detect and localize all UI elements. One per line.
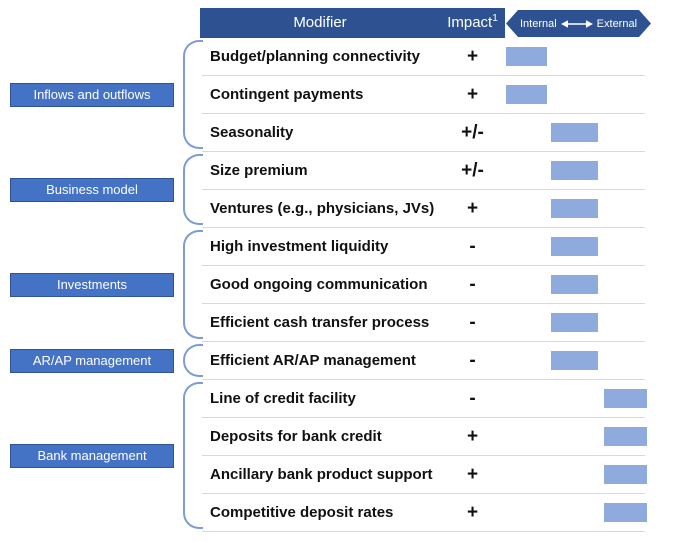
group-brace-icon [183,154,203,225]
impact-value: - [469,350,476,371]
modifier-label: Efficient AR/AP management [210,352,416,369]
table-row: Ancillary bank product support + [200,456,697,494]
modifier-label: Seasonality [210,124,294,141]
impact-value: - [469,312,476,333]
category-label: Investments [10,273,174,297]
table-row: Good ongoing communication - [200,266,697,304]
impact-value: + [466,502,479,523]
category-group: AR/AP management [0,342,203,380]
category-label: Inflows and outflows [10,83,174,107]
table-row: Contingent payments + [200,76,697,114]
modifier-label: Contingent payments [210,86,364,103]
modifier-label: Budget/planning connectivity [210,48,421,65]
modifier-label: Deposits for bank credit [210,428,382,445]
group-brace-icon [183,40,203,149]
table-row: Deposits for bank credit + [200,418,697,456]
scale-internal-label: Internal [519,17,557,30]
group-brace-icon [183,230,203,339]
impact-value: + [466,46,479,67]
impact-value: + [466,464,479,485]
position-bar [551,313,598,332]
table-header: Modifier Impact1 [200,8,505,38]
category-column: Inflows and outflows Business model Inve… [0,38,203,532]
impact-value: +/- [461,122,484,143]
table-row: Line of credit facility - [200,380,697,418]
modifier-label: Size premium [210,162,308,179]
impact-value: + [466,198,479,219]
modifier-label: Ventures (e.g., physicians, JVs) [210,200,435,217]
category-group: Inflows and outflows [0,38,203,152]
category-group: Bank management [0,380,203,532]
table-row: Efficient cash transfer process - [200,304,697,342]
table-row: Seasonality +/- [200,114,697,152]
position-bar [551,123,598,142]
table-row: Efficient AR/AP management - [200,342,697,380]
category-label: Bank management [10,444,174,468]
table-row: Size premium +/- [200,152,697,190]
impact-header-label: Impact [447,14,493,31]
position-bar [551,351,598,370]
impact-column-header: Impact1 [440,8,505,38]
position-bar [551,161,598,180]
position-bar [551,275,598,294]
position-bar [604,503,647,522]
modifier-label: High investment liquidity [210,238,389,255]
modifier-label: Good ongoing communication [210,276,428,293]
impact-footnote-marker: 1 [492,13,498,24]
position-bar [506,85,547,104]
position-bar [551,199,598,218]
category-label: Business model [10,178,174,202]
group-brace-icon [183,382,203,529]
impact-value: +/- [461,160,484,181]
modifier-table-body: Budget/planning connectivity + Contingen… [200,38,697,532]
modifier-label: Ancillary bank product support [210,466,433,483]
position-bar [604,427,647,446]
category-group: Investments [0,228,203,342]
group-brace-icon [183,344,203,377]
position-bar [604,465,647,484]
impact-value: - [469,388,476,409]
modifier-label: Efficient cash transfer process [210,314,430,331]
scale-external-label: External [596,17,638,30]
impact-value: - [469,274,476,295]
double-arrow-icon [561,19,593,29]
modifier-column-header: Modifier [293,14,347,31]
impact-value: + [466,84,479,105]
position-bar [506,47,547,66]
internal-external-scale-header: Internal External [506,10,651,37]
table-row: High investment liquidity - [200,228,697,266]
table-row: Competitive deposit rates + [200,494,697,532]
position-bar [551,237,598,256]
category-label: AR/AP management [10,349,174,373]
position-bar [604,389,647,408]
impact-value: - [469,236,476,257]
table-row: Ventures (e.g., physicians, JVs) + [200,190,697,228]
modifier-label: Line of credit facility [210,390,356,407]
impact-value: + [466,426,479,447]
modifier-label: Competitive deposit rates [210,504,394,521]
category-group: Business model [0,152,203,228]
table-row: Budget/planning connectivity + [200,38,697,76]
